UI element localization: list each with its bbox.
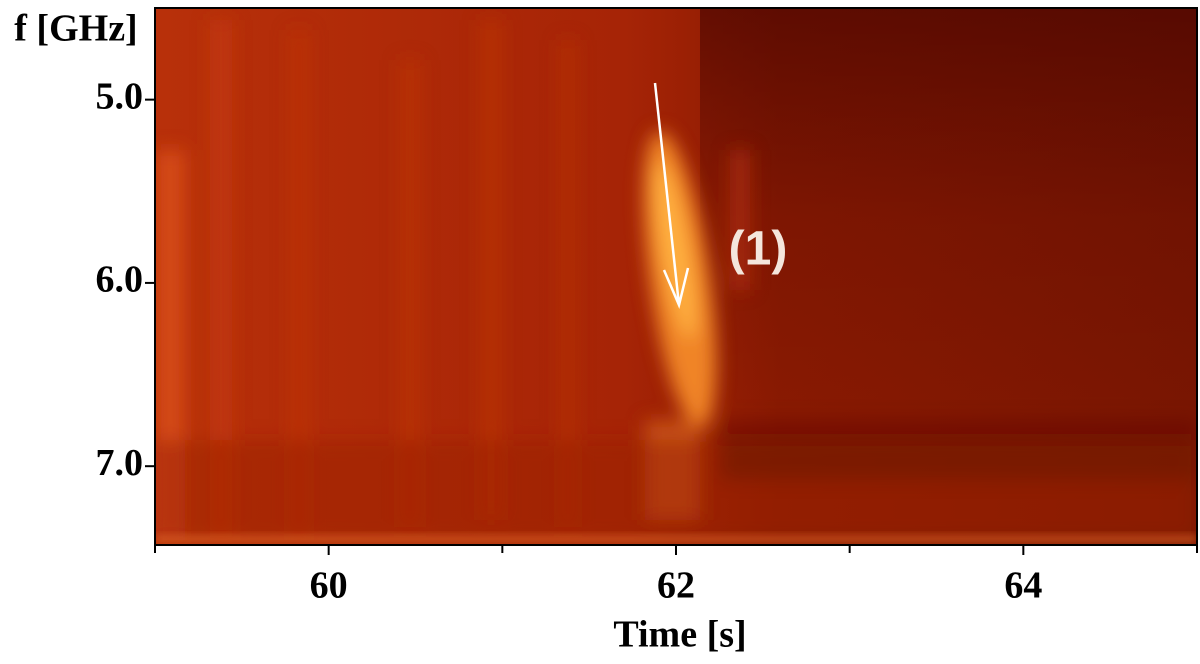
y-tick-label: 5.0 (96, 75, 144, 117)
spectrogram-image (155, 8, 1197, 545)
x-axis-label: Time [s] (613, 614, 746, 656)
annotation-label: (1) (729, 223, 788, 276)
x-tick-label: 60 (310, 565, 348, 607)
y-axis-label: f [GHz] (14, 8, 137, 50)
y-tick-label: 6.0 (96, 259, 144, 301)
y-tick-label: 7.0 (96, 442, 144, 484)
x-tick-label: 64 (1004, 565, 1042, 607)
annotation-arrow (653, 82, 690, 309)
x-tick-label: 62 (657, 565, 695, 607)
